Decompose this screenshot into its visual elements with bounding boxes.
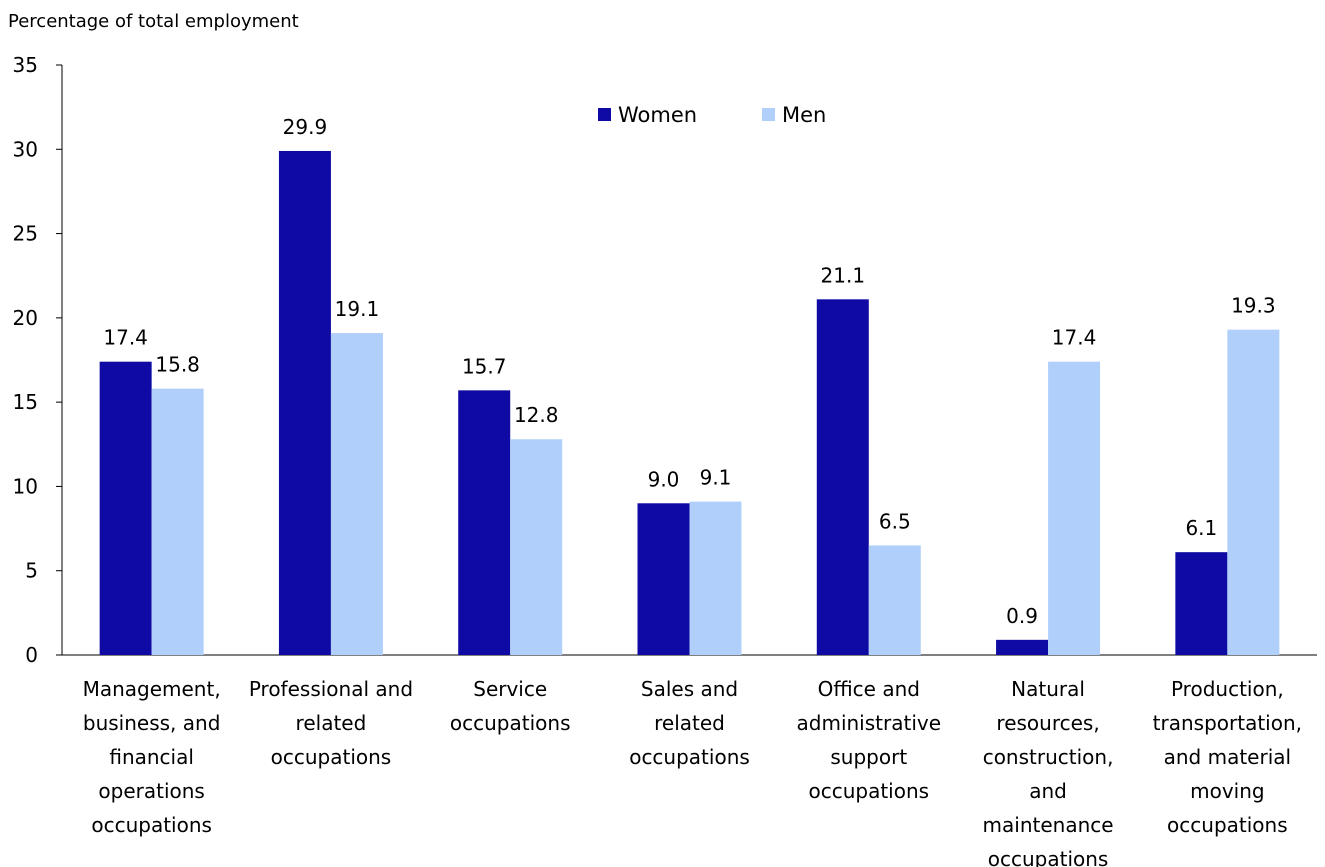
bar-men bbox=[1048, 361, 1101, 655]
category-label: Natural resources, construction, and mainten… bbox=[983, 677, 1114, 867]
data-label-women: 0.9 bbox=[1006, 604, 1038, 628]
category-label: Production, transportation, and material mo… bbox=[1153, 677, 1302, 837]
bars bbox=[99, 150, 1280, 655]
data-label-women: 21.1 bbox=[821, 263, 866, 287]
bar-women bbox=[278, 150, 331, 655]
data-label-men: 19.3 bbox=[1231, 294, 1276, 318]
y-tick-label: 15 bbox=[13, 390, 38, 414]
bar-women bbox=[816, 299, 869, 655]
data-label-women: 9.0 bbox=[648, 467, 680, 491]
category-label: Service occupations bbox=[450, 677, 571, 735]
y-tick-label: 20 bbox=[13, 306, 38, 330]
bar-men bbox=[1227, 329, 1280, 655]
category-label: Management, business, and financial operati… bbox=[83, 677, 221, 837]
legend-label-women: Women bbox=[618, 103, 697, 127]
y-tick-label: 25 bbox=[13, 222, 38, 246]
data-label-men: 6.5 bbox=[879, 509, 911, 533]
data-label-men: 15.8 bbox=[155, 353, 200, 377]
bar-women bbox=[458, 390, 511, 655]
data-label-women: 15.7 bbox=[462, 354, 507, 378]
data-label-men: 19.1 bbox=[335, 297, 380, 321]
legend-label-men: Men bbox=[782, 103, 826, 127]
category-label: Professional and related occupations bbox=[249, 677, 413, 769]
bar-men bbox=[689, 501, 742, 655]
data-label-men: 17.4 bbox=[1052, 326, 1097, 350]
data-label-men: 12.8 bbox=[514, 403, 559, 427]
data-label-women: 17.4 bbox=[103, 326, 148, 350]
bar-women bbox=[99, 361, 152, 655]
bar-women bbox=[1175, 552, 1228, 655]
y-tick-label: 30 bbox=[13, 137, 38, 161]
y-tick-label: 10 bbox=[13, 474, 38, 498]
y-tick-label: 0 bbox=[25, 643, 38, 667]
data-label-women: 29.9 bbox=[283, 115, 328, 139]
y-axis-title: Percentage of total employment bbox=[8, 11, 299, 32]
category-label: Office and administrative support occupatio… bbox=[797, 677, 942, 803]
y-tick-label: 35 bbox=[13, 53, 38, 77]
category-labels: Management, business, and financial operati… bbox=[83, 677, 1302, 867]
bar-women bbox=[637, 503, 690, 655]
bar-men bbox=[510, 439, 563, 655]
bar-men bbox=[868, 545, 921, 655]
legend-swatch-men bbox=[762, 108, 775, 121]
legend-swatch-women bbox=[598, 108, 611, 121]
data-label-men: 9.1 bbox=[700, 466, 732, 490]
bar-men bbox=[330, 333, 383, 655]
category-label: Sales and related occupations bbox=[629, 677, 750, 769]
bar-women bbox=[996, 639, 1049, 655]
bar-men bbox=[151, 388, 204, 655]
data-label-women: 6.1 bbox=[1185, 516, 1217, 540]
data-labels: 17.4 15.8 29.9 19.1 15.7 12.8 9.0 9.1 21.1 6.5 0.9… bbox=[103, 115, 1275, 628]
y-tick-label: 5 bbox=[25, 559, 38, 583]
legend: Women Men bbox=[598, 103, 826, 127]
y-ticks: 0 5 10 15 20 25 30 35 bbox=[13, 53, 62, 667]
